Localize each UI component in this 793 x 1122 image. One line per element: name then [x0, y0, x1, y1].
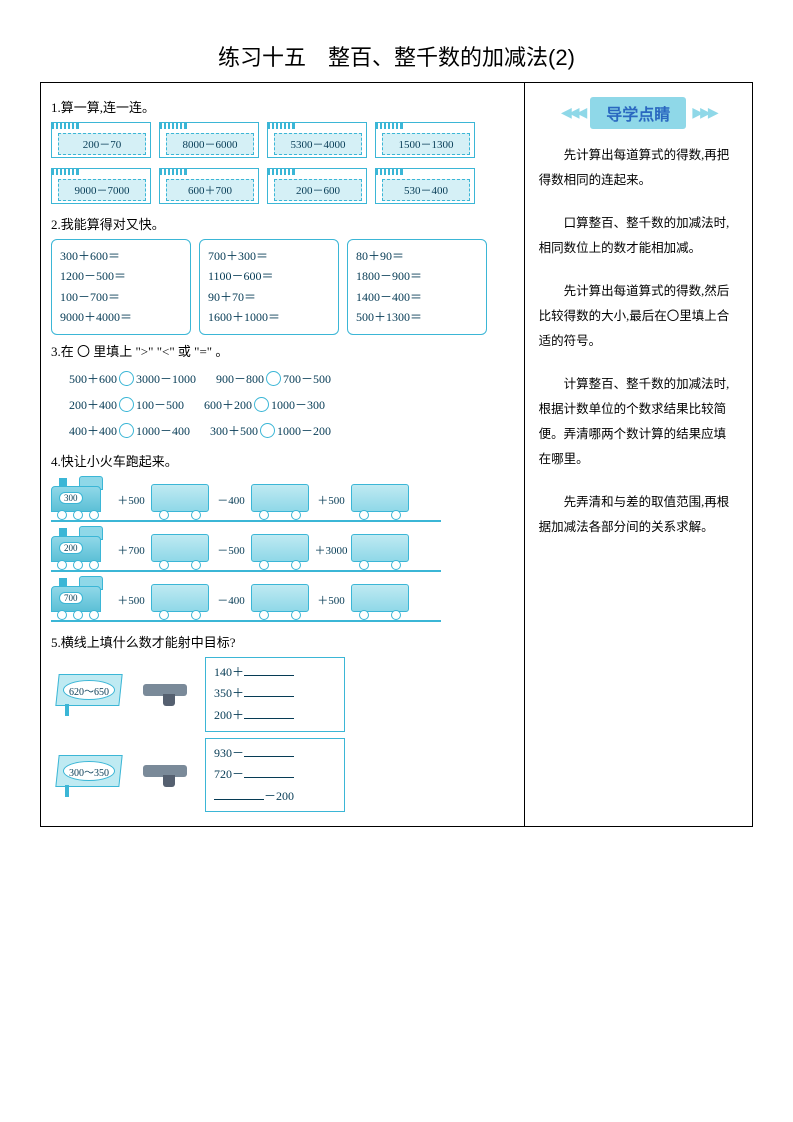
circle-blank: [119, 371, 134, 386]
q3-head: 3.在 〇 里填上 ">" "<" 或 "=" 。: [51, 341, 514, 360]
train-row: 700 ＋500 －400 ＋500: [51, 576, 514, 618]
circle-blank: [254, 397, 269, 412]
guide-para: 先计算出每道算式的得数,再把得数相同的连起来。: [539, 143, 738, 193]
answer-box: 140＋ 350＋ 200＋: [205, 657, 345, 732]
train-engine-icon: 300: [51, 476, 111, 518]
guide-para: 先弄清和与差的取值范围,再根据加减法各部分间的关系求解。: [539, 490, 738, 540]
target-sign-icon: 300～350: [51, 753, 131, 797]
target-sign-icon: 620～650: [51, 672, 131, 716]
main-layout: 1.算一算,连一连。 200－70 8000－6000 5300－4000 15…: [40, 82, 753, 827]
expr-box: 200－70: [51, 122, 151, 158]
q4-head: 4.快让小火车跑起来。: [51, 451, 514, 470]
page-title: 练习十五 整百、整千数的加减法(2): [40, 40, 753, 72]
train-car-icon: [151, 576, 211, 618]
right-column: ◀◀◀ 导学点睛 ▶▶▶ 先计算出每道算式的得数,再把得数相同的连起来。 口算整…: [525, 83, 752, 826]
q1-row1: 200－70 8000－6000 5300－4000 1500－1300: [51, 122, 514, 158]
arrow-left-icon: ◀◀◀: [561, 105, 584, 122]
guide-banner-label: 导学点睛: [590, 97, 686, 129]
q2-col3: 80＋90＝1800－900＝ 1400－400＝500＋1300＝: [347, 239, 487, 335]
train-row: 200 ＋700 －500 ＋3000: [51, 526, 514, 568]
expr-box: 530－400: [375, 168, 475, 204]
train-car-icon: [251, 576, 311, 618]
expr-box: 200－600: [267, 168, 367, 204]
guide-para: 先计算出每道算式的得数,然后比较得数的大小,最后在〇里填上合适的符号。: [539, 279, 738, 354]
train-car-icon: [251, 526, 311, 568]
circle-blank: [260, 423, 275, 438]
circle-blank: [119, 397, 134, 412]
q1-row2: 9000－7000 600＋700 200－600 530－400: [51, 168, 514, 204]
train-car-icon: [351, 526, 411, 568]
answer-box: 930－ 720－ －200: [205, 738, 345, 813]
q2-head: 2.我能算得对又快。: [51, 214, 514, 233]
left-column: 1.算一算,连一连。 200－70 8000－6000 5300－4000 15…: [41, 83, 525, 826]
q2-col2: 700＋300＝1100－600＝ 90＋70＝1600＋1000＝: [199, 239, 339, 335]
guide-banner: ◀◀◀ 导学点睛 ▶▶▶: [539, 97, 738, 129]
train-set: 300 ＋500 －400 ＋500 200 ＋700: [51, 476, 514, 622]
q5-row: 300～350 930－ 720－ －200: [51, 738, 514, 813]
train-car-icon: [151, 476, 211, 518]
expr-box: 8000－6000: [159, 122, 259, 158]
q3-grid: 500＋6003000－1000 900－800700－500 200＋4001…: [51, 366, 514, 445]
arrow-right-icon: ▶▶▶: [692, 105, 715, 122]
train-engine-icon: 700: [51, 576, 111, 618]
expr-box: 1500－1300: [375, 122, 475, 158]
train-car-icon: [351, 476, 411, 518]
q2-col1: 300＋600＝1200－500＝ 100－700＝9000＋4000＝: [51, 239, 191, 335]
expr-box: 9000－7000: [51, 168, 151, 204]
expr-box: 600＋700: [159, 168, 259, 204]
q5-head: 5.横线上填什么数才能射中目标?: [51, 632, 514, 651]
circle-blank: [119, 423, 134, 438]
train-car-icon: [151, 526, 211, 568]
train-car-icon: [351, 576, 411, 618]
gun-icon: [143, 680, 193, 708]
gun-icon: [143, 761, 193, 789]
q2-columns: 300＋600＝1200－500＝ 100－700＝9000＋4000＝ 700…: [51, 239, 514, 335]
train-engine-icon: 200: [51, 526, 111, 568]
guide-para: 计算整百、整千数的加减法时,根据计数单位的个数求结果比较简便。弄清哪两个数计算的…: [539, 372, 738, 472]
circle-blank: [266, 371, 281, 386]
train-row: 300 ＋500 －400 ＋500: [51, 476, 514, 518]
expr-box: 5300－4000: [267, 122, 367, 158]
q1-head: 1.算一算,连一连。: [51, 97, 514, 116]
train-car-icon: [251, 476, 311, 518]
q5-row: 620～650 140＋ 350＋ 200＋: [51, 657, 514, 732]
guide-para: 口算整百、整千数的加减法时,相同数位上的数才能相加减。: [539, 211, 738, 261]
